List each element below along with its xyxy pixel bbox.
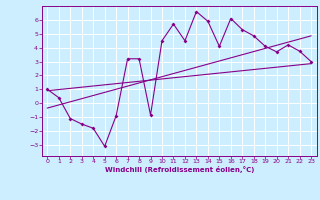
X-axis label: Windchill (Refroidissement éolien,°C): Windchill (Refroidissement éolien,°C) — [105, 166, 254, 173]
